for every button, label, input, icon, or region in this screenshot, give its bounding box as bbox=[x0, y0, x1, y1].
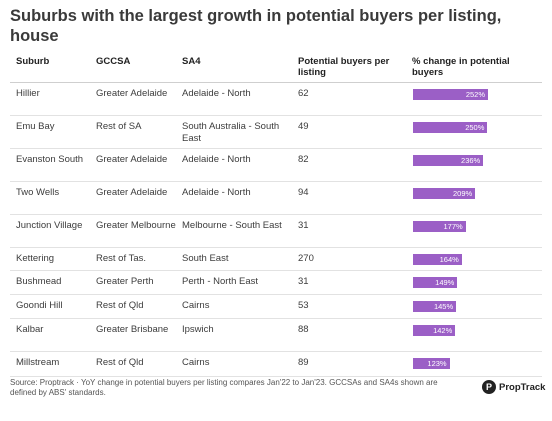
cell-sa4: Adelaide - North bbox=[182, 88, 251, 99]
cell-sa4: South Australia - South East bbox=[182, 121, 280, 144]
source-note: Source: Proptrack · YoY change in potent… bbox=[10, 378, 438, 397]
cell-sa4: Ipswich bbox=[182, 324, 214, 335]
bar-data-label: 149% bbox=[435, 278, 455, 287]
change-bar: 149% bbox=[413, 277, 458, 288]
change-bar: 236% bbox=[413, 155, 484, 166]
header-change: % change in potential buyers bbox=[412, 56, 510, 78]
change-bar: 145% bbox=[413, 301, 457, 312]
cell-suburb: Goondi Hill bbox=[16, 300, 63, 311]
bar-data-label: 123% bbox=[427, 359, 447, 368]
brand-logo: P PropTrack bbox=[482, 380, 545, 394]
change-bar: 142% bbox=[413, 325, 456, 336]
cell-sa4: Cairns bbox=[182, 357, 210, 368]
change-bar: 252% bbox=[413, 89, 488, 100]
bar-data-label: 250% bbox=[465, 123, 485, 132]
cell-suburb: Hillier bbox=[16, 88, 40, 99]
header-buyers: Potential buyers per listing bbox=[298, 56, 390, 78]
table-row: Bushmead Greater Perth Perth - North East 3… bbox=[10, 271, 542, 295]
cell-buyers: 82 bbox=[298, 154, 309, 165]
cell-gccsa: Rest of SA bbox=[96, 121, 142, 132]
cell-gccsa: Rest of Tas. bbox=[96, 253, 146, 264]
cell-buyers: 49 bbox=[298, 121, 309, 132]
cell-gccsa: Rest of Qld bbox=[96, 300, 144, 311]
cell-gccsa: Greater Melbourne bbox=[96, 220, 176, 231]
bar-data-label: 209% bbox=[453, 189, 473, 198]
cell-gccsa: Greater Adelaide bbox=[96, 88, 168, 99]
cell-buyers: 53 bbox=[298, 300, 309, 311]
table-row: Millstream Rest of Qld Cairns 89 123% bbox=[10, 352, 542, 377]
cell-sa4: Perth - North East bbox=[182, 276, 259, 287]
cell-suburb: Bushmead bbox=[16, 276, 62, 287]
header-sa4: SA4 bbox=[182, 56, 201, 67]
change-bar: 209% bbox=[413, 188, 476, 199]
cell-suburb: Kettering bbox=[16, 253, 55, 264]
cell-sa4: Adelaide - North bbox=[182, 154, 251, 165]
bar-data-label: 252% bbox=[465, 90, 485, 99]
table-row: Junction Village Greater Melbourne Melbour… bbox=[10, 215, 542, 248]
bar-data-label: 142% bbox=[433, 326, 453, 335]
change-bar: 177% bbox=[413, 221, 466, 232]
bar-data-label: 177% bbox=[443, 222, 463, 231]
bar-data-label: 164% bbox=[439, 255, 459, 264]
cell-buyers: 62 bbox=[298, 88, 309, 99]
table-row: Hillier Greater Adelaide Adelaide - North 6… bbox=[10, 83, 542, 116]
data-table: Suburb GCCSA SA4 Potential buyers per li… bbox=[10, 52, 542, 377]
cell-sa4: Melbourne - South East bbox=[182, 220, 282, 231]
bar-data-label: 236% bbox=[461, 156, 481, 165]
change-bar: 250% bbox=[413, 122, 488, 133]
change-bar: 164% bbox=[413, 254, 462, 265]
cell-sa4: South East bbox=[182, 253, 229, 264]
cell-suburb: Millstream bbox=[16, 357, 60, 368]
cell-suburb: Kalbar bbox=[16, 324, 44, 335]
chart-title: Suburbs with the largest growth in poten… bbox=[10, 7, 502, 45]
change-bar: 123% bbox=[413, 358, 450, 369]
bar-data-label: 145% bbox=[433, 302, 454, 311]
cell-gccsa: Greater Adelaide bbox=[96, 154, 168, 165]
table-header: Suburb GCCSA SA4 Potential buyers per li… bbox=[10, 52, 542, 83]
cell-suburb: Junction Village bbox=[16, 220, 83, 231]
cell-sa4: Adelaide - North bbox=[182, 187, 251, 198]
table-body: Hillier Greater Adelaide Adelaide - North 6… bbox=[10, 83, 542, 377]
cell-buyers: 88 bbox=[298, 324, 309, 335]
cell-buyers: 270 bbox=[298, 253, 314, 264]
table-row: Two Wells Greater Adelaide Adelaide - Nort… bbox=[10, 182, 542, 215]
header-suburb: Suburb bbox=[16, 56, 50, 67]
cell-sa4: Cairns bbox=[182, 300, 210, 311]
table-row: Kalbar Greater Brisbane Ipswich 88 142% bbox=[10, 319, 542, 352]
table-row: Evanston South Greater Adelaide Adelaide -… bbox=[10, 149, 542, 182]
cell-buyers: 31 bbox=[298, 276, 309, 287]
proptrack-logo-icon: P bbox=[482, 380, 496, 394]
table-row: Goondi Hill Rest of Qld Cairns 53 145% bbox=[10, 295, 542, 319]
cell-buyers: 94 bbox=[298, 187, 309, 198]
table-row: Kettering Rest of Tas. South East 270 164% bbox=[10, 248, 542, 271]
cell-buyers: 89 bbox=[298, 357, 309, 368]
cell-suburb: Two Wells bbox=[16, 187, 60, 198]
cell-suburb: Emu Bay bbox=[16, 121, 55, 132]
cell-buyers: 31 bbox=[298, 220, 309, 231]
cell-suburb: Evanston South bbox=[16, 154, 84, 165]
cell-gccsa: Greater Adelaide bbox=[96, 187, 168, 198]
header-gccsa: GCCSA bbox=[96, 56, 131, 67]
cell-gccsa: Greater Perth bbox=[96, 276, 154, 287]
table-row: Emu Bay Rest of SA South Australia - South… bbox=[10, 116, 542, 149]
cell-gccsa: Greater Brisbane bbox=[96, 324, 169, 335]
cell-gccsa: Rest of Qld bbox=[96, 357, 144, 368]
brand-name: PropTrack bbox=[499, 381, 546, 393]
